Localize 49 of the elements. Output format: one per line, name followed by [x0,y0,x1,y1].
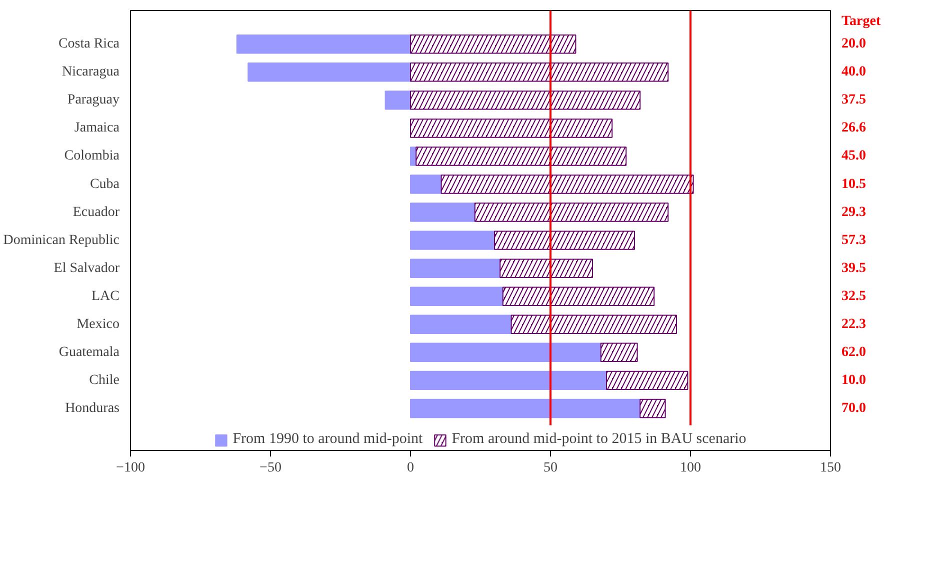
text: 10.0 [842,372,866,388]
bar [236,34,411,54]
text: 62.0 [842,344,866,360]
x-tick-label: 100 [680,460,701,476]
bar [384,90,411,110]
legend-label: From around mid-point to 2015 in BAU scenario [452,431,746,448]
text: 70.0 [842,400,866,416]
y-tick-label: Dominican Republic [3,232,120,248]
text: 10.5 [842,176,866,192]
y-tick-label: Cuba [90,176,120,192]
y-tick-label: Jamaica [74,120,120,136]
bar [410,230,495,250]
y-tick-label: Chile [89,372,120,388]
bar [248,62,411,82]
bar [410,286,504,306]
bar [410,314,512,334]
x-tick-label: −50 [260,460,282,476]
text: Target [842,14,881,30]
text: 37.5 [842,92,866,108]
y-tick-label: Mexico [76,316,120,332]
y-tick-label: Ecuador [72,204,120,220]
x-tick-label: 0 [407,460,414,476]
legend-label: From 1990 to around mid-point [232,431,423,448]
text: 45.0 [842,148,866,164]
bar [410,398,641,418]
text: 29.3 [842,204,866,220]
text: 20.0 [842,36,866,52]
y-tick-label: Costa Rica [58,36,120,52]
bar [410,342,602,362]
text: 39.5 [842,260,866,276]
y-tick-label: El Salvador [54,260,120,276]
x-tick-label: 50 [544,460,558,476]
bar [410,174,442,194]
y-tick-label: Honduras [65,400,120,416]
y-tick-label: Guatemala [58,344,120,360]
y-tick-label: LAC [92,288,120,304]
bar [410,370,607,390]
y-tick-label: Nicaragua [62,64,120,80]
y-tick-label: Colombia [64,148,120,164]
y-tick-label: Paraguay [67,92,120,108]
text: 32.5 [842,288,866,304]
bar [410,202,476,222]
text: 22.3 [842,316,866,332]
text: 26.6 [842,120,866,136]
text: 40.0 [842,64,866,80]
x-tick-label: 150 [820,460,841,476]
x-tick-label: −100 [116,460,145,476]
bar [410,258,501,278]
text: 57.3 [842,232,866,248]
